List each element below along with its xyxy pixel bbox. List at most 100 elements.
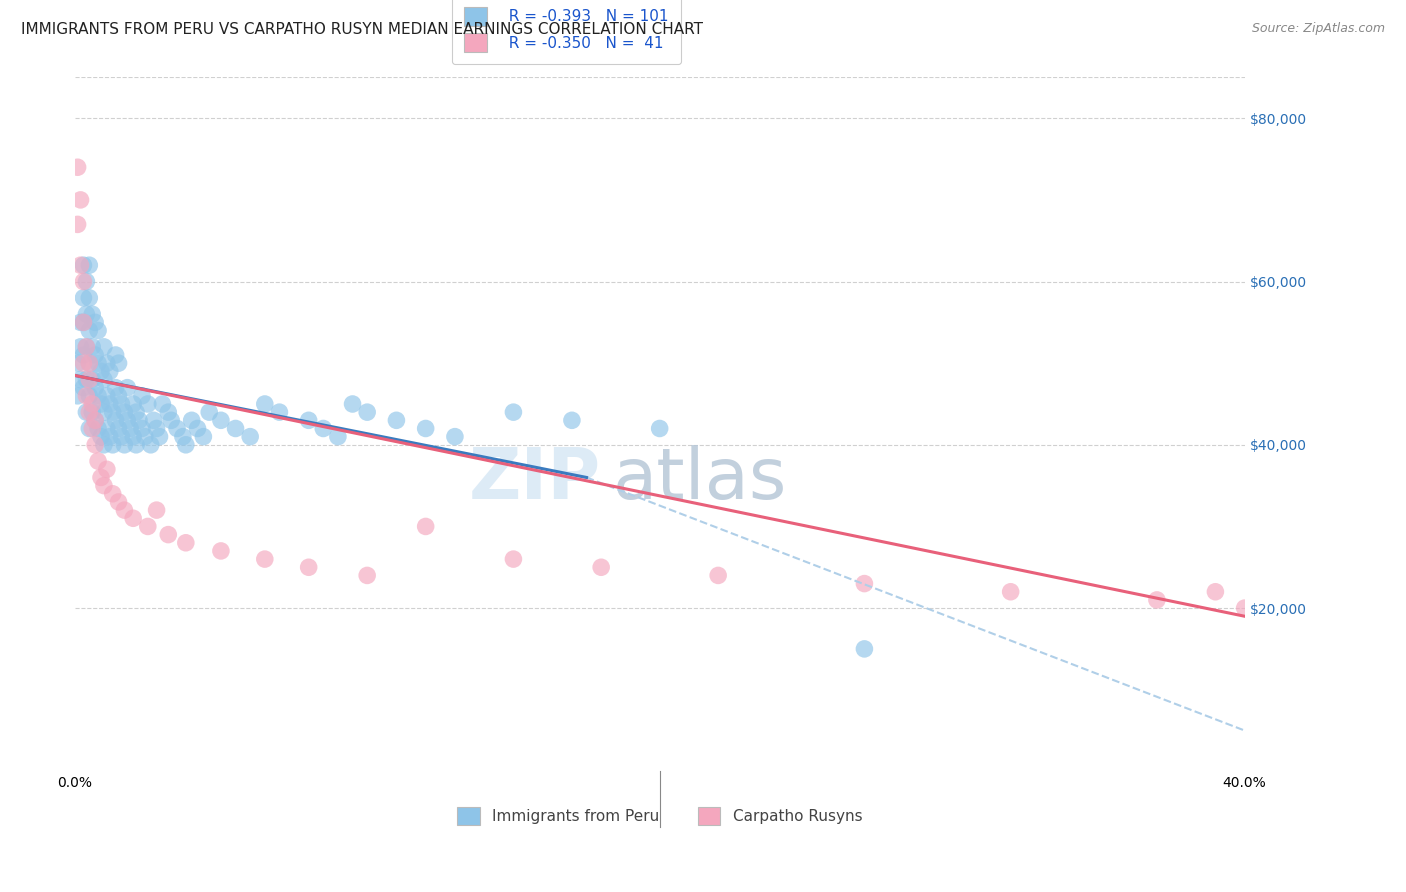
- Point: [104, 381, 127, 395]
- Point: [87, 389, 110, 403]
- Legend: Immigrants from Peru, Carpatho Rusyns: Immigrants from Peru, Carpatho Rusyns: [450, 799, 870, 833]
- Point: [72, 291, 94, 305]
- Point: [186, 421, 208, 435]
- Point: [145, 503, 167, 517]
- Point: [84, 438, 107, 452]
- Point: [72, 275, 94, 289]
- Point: [98, 430, 121, 444]
- Point: [82, 372, 104, 386]
- Point: [142, 413, 165, 427]
- Point: [98, 397, 121, 411]
- Point: [415, 421, 437, 435]
- Point: [107, 421, 129, 435]
- Point: [79, 356, 101, 370]
- Point: [75, 340, 97, 354]
- Point: [93, 405, 115, 419]
- Point: [69, 258, 91, 272]
- Text: Source: ZipAtlas.com: Source: ZipAtlas.com: [1251, 22, 1385, 36]
- Point: [160, 413, 183, 427]
- Point: [93, 372, 115, 386]
- Point: [145, 421, 167, 435]
- Point: [72, 315, 94, 329]
- Point: [157, 527, 180, 541]
- Point: [269, 405, 291, 419]
- Point: [152, 397, 174, 411]
- Point: [312, 421, 335, 435]
- Point: [69, 340, 91, 354]
- Point: [298, 560, 321, 574]
- Point: [66, 218, 89, 232]
- Point: [101, 438, 124, 452]
- Point: [225, 421, 247, 435]
- Point: [72, 348, 94, 362]
- Point: [707, 568, 730, 582]
- Point: [110, 397, 132, 411]
- Point: [104, 413, 127, 427]
- Point: [79, 421, 101, 435]
- Point: [69, 315, 91, 329]
- Point: [90, 470, 112, 484]
- Point: [79, 389, 101, 403]
- Point: [166, 421, 188, 435]
- Point: [96, 462, 118, 476]
- Point: [82, 307, 104, 321]
- Point: [1146, 593, 1168, 607]
- Point: [648, 421, 671, 435]
- Point: [342, 397, 364, 411]
- Point: [75, 372, 97, 386]
- Point: [96, 421, 118, 435]
- Point: [84, 348, 107, 362]
- Point: [112, 438, 135, 452]
- Point: [198, 405, 221, 419]
- Point: [122, 430, 145, 444]
- Point: [561, 413, 583, 427]
- Point: [69, 372, 91, 386]
- Point: [134, 430, 156, 444]
- Point: [193, 430, 215, 444]
- Point: [84, 413, 107, 427]
- Point: [66, 356, 89, 370]
- Point: [125, 405, 148, 419]
- Point: [148, 430, 170, 444]
- Point: [107, 495, 129, 509]
- Point: [180, 413, 202, 427]
- Point: [101, 405, 124, 419]
- Point: [75, 275, 97, 289]
- Point: [87, 421, 110, 435]
- Point: [117, 381, 139, 395]
- Point: [90, 397, 112, 411]
- Point: [69, 193, 91, 207]
- Point: [172, 430, 194, 444]
- Point: [72, 315, 94, 329]
- Point: [136, 397, 159, 411]
- Point: [131, 421, 153, 435]
- Point: [82, 340, 104, 354]
- Point: [90, 430, 112, 444]
- Point: [84, 413, 107, 427]
- Point: [239, 430, 262, 444]
- Point: [385, 413, 408, 427]
- Point: [93, 340, 115, 354]
- Point: [326, 430, 349, 444]
- Point: [444, 430, 467, 444]
- Point: [72, 356, 94, 370]
- Point: [79, 291, 101, 305]
- Point: [253, 552, 276, 566]
- Point: [174, 438, 197, 452]
- Point: [122, 511, 145, 525]
- Point: [101, 487, 124, 501]
- Point: [502, 552, 524, 566]
- Point: [104, 348, 127, 362]
- Point: [356, 405, 378, 419]
- Point: [82, 421, 104, 435]
- Point: [117, 413, 139, 427]
- Point: [82, 397, 104, 411]
- Point: [79, 324, 101, 338]
- Text: IMMIGRANTS FROM PERU VS CARPATHO RUSYN MEDIAN EARNINGS CORRELATION CHART: IMMIGRANTS FROM PERU VS CARPATHO RUSYN M…: [21, 22, 703, 37]
- Point: [128, 413, 150, 427]
- Point: [98, 364, 121, 378]
- Point: [174, 535, 197, 549]
- Point: [96, 389, 118, 403]
- Point: [79, 372, 101, 386]
- Point: [110, 430, 132, 444]
